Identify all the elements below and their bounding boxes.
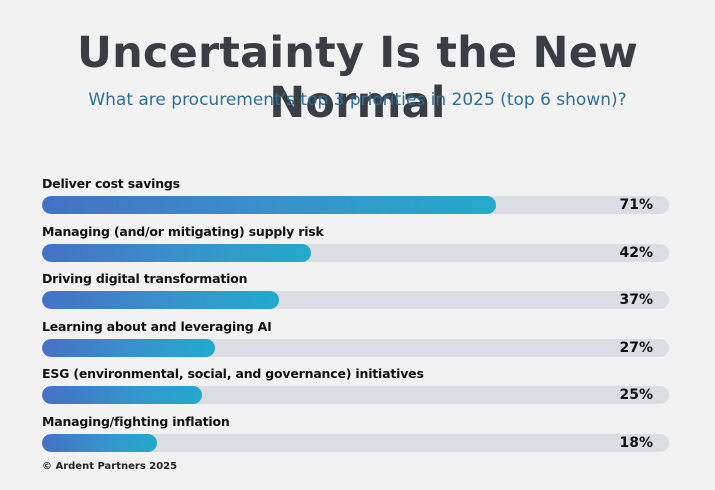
- copyright-footer: © Ardent Partners 2025: [42, 461, 178, 472]
- bar-track: [42, 291, 669, 309]
- bar-track: [42, 433, 669, 452]
- bar-value-label: 71%: [619, 197, 653, 213]
- bar-category-label: Managing/fighting inflation: [42, 413, 230, 429]
- bar-row: Managing/fighting inflation 18%: [0, 408, 715, 456]
- bar: [42, 338, 215, 357]
- bar-row: Driving digital transformation 37%: [0, 265, 715, 313]
- bar: [42, 433, 157, 452]
- bar-row: Managing (and/or mitigating) supply risk…: [0, 218, 715, 266]
- bar-chart: Deliver cost savings 71% Managing (and/or …: [0, 170, 715, 460]
- bar-track: [42, 243, 669, 262]
- bar-value-label: 25%: [619, 387, 653, 403]
- bar-category-label: Learning about and leveraging AI: [42, 318, 272, 334]
- bar-value-label: 27%: [619, 339, 653, 356]
- bar-value-label: 42%: [619, 244, 653, 261]
- bar: [42, 196, 496, 214]
- bar-value-label: 18%: [619, 434, 653, 451]
- bar-row: ESG (environmental, social, and governan…: [0, 360, 715, 408]
- bar-category-label: Managing (and/or mitigating) supply risk: [42, 223, 324, 239]
- bar: [42, 243, 311, 262]
- bar: [42, 386, 202, 404]
- bar-category-label: Deliver cost savings: [42, 176, 180, 191]
- bar-category-label: ESG (environmental, social, and governan…: [42, 366, 424, 381]
- chart-subtitle: What are procurement’s top 3 priorities …: [88, 90, 627, 110]
- bar-category-label: Driving digital transformation: [42, 271, 248, 286]
- chart-title: Uncertainty Is the New Normal: [76, 28, 638, 128]
- bar: [42, 291, 279, 309]
- bar-row: Learning about and leveraging AI 27%: [0, 313, 715, 361]
- bar-track: [42, 338, 669, 357]
- bar-value-label: 37%: [619, 292, 653, 308]
- bar-track: [42, 386, 669, 404]
- bar-track: [42, 196, 669, 214]
- bar-row: Deliver cost savings 71%: [0, 170, 715, 218]
